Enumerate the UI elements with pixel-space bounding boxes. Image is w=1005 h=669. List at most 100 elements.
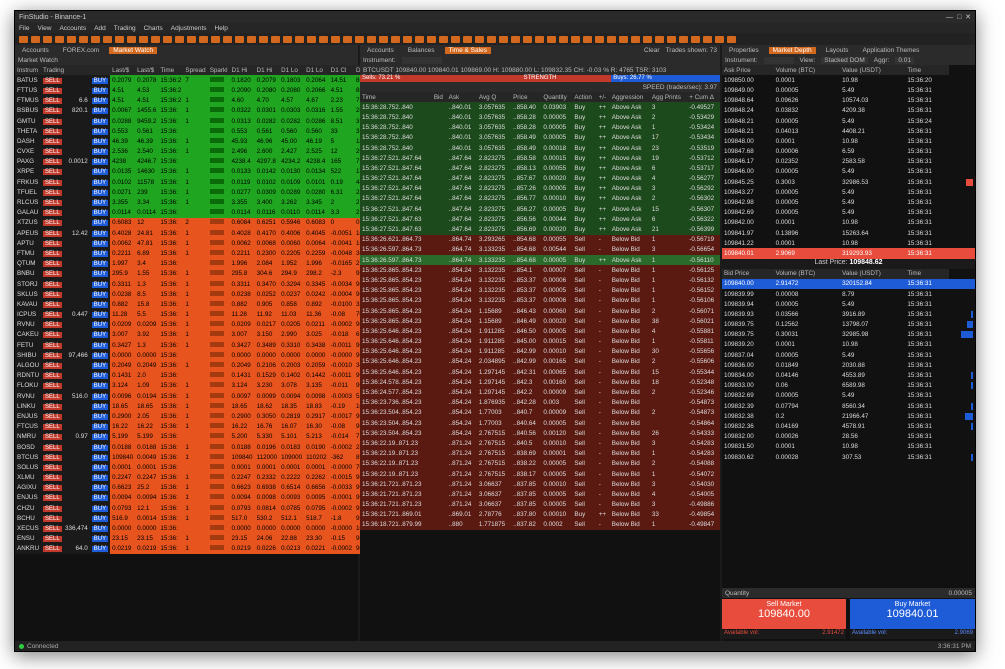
sell-button[interactable]: SELL: [43, 515, 62, 522]
table-row[interactable]: PAXG SELL 0.0012 BUY 4238 4246.7 15:36: 4238.4 4…: [15, 156, 394, 167]
table-row[interactable]: SHIBU SELL 97,466 BUY 0.0000 0.0000 15:36: 0.00…: [15, 350, 394, 361]
instrument-symbol[interactable]: FTTUS: [15, 85, 42, 96]
instrument-symbol[interactable]: STORJ: [15, 278, 42, 290]
buy-button[interactable]: BUY: [91, 281, 109, 288]
toolbar-tool-icon[interactable]: [559, 35, 568, 43]
sell-button[interactable]: SELL: [43, 332, 62, 339]
instrument-symbol[interactable]: FLOKU: [15, 380, 42, 391]
toolbar-tool-icon[interactable]: [139, 35, 148, 43]
table-row[interactable]: APEUS SELL 12.42 BUY 0.4028 24.81 15:36: 1 0.402…: [15, 228, 394, 239]
table-row[interactable]: ENJUS SELL BUY 0.2900 2.05 15:36: 1 0.2900 0.305…: [15, 411, 394, 422]
toolbar-tool-icon[interactable]: [523, 35, 532, 43]
instrument-symbol[interactable]: XRPE: [15, 166, 42, 178]
column-header[interactable]: [89, 65, 111, 76]
toolbar-tool-icon[interactable]: [463, 35, 472, 43]
instrument-symbol[interactable]: CHZU: [15, 503, 42, 514]
toolbar-tool-icon[interactable]: [79, 35, 88, 43]
column-header[interactable]: Time: [905, 65, 949, 76]
quantity-input[interactable]: 0.00005: [948, 589, 973, 597]
buy-button[interactable]: BUY: [91, 179, 109, 186]
toolbar-tool-icon[interactable]: [379, 35, 388, 43]
buy-button[interactable]: BUY: [91, 322, 109, 329]
order-book-row[interactable]: 109840.01 2.9069 319293.93 15:36:31: [722, 248, 975, 259]
instrument-symbol[interactable]: CAKEU: [15, 329, 42, 341]
instrument-symbol[interactable]: SKLUS: [15, 289, 42, 300]
buy-button[interactable]: BUY: [91, 169, 109, 176]
table-row[interactable]: CAKEU SELL BUY 3.007 3.92 15:36: 1 3.007 3.150 2.…: [15, 329, 394, 341]
toolbar-tool-icon[interactable]: [571, 35, 580, 43]
buy-button[interactable]: BUY: [91, 505, 109, 512]
instrument-symbol[interactable]: BSBUS: [15, 105, 42, 116]
table-row[interactable]: QTUM SELL BUY 1.997 3.4 15:36: 1.996 2.084 1.952…: [15, 258, 394, 269]
buy-button[interactable]: BUY: [91, 250, 109, 257]
order-book-row[interactable]: 109839.99 0.00008 8.79 15:36:31: [722, 289, 975, 299]
toolbar-tool-icon[interactable]: [643, 35, 652, 43]
instrument-symbol[interactable]: ALGOU: [15, 360, 42, 371]
quantity-value[interactable]: 0.0012: [68, 158, 88, 166]
column-header[interactable]: Instrum: [15, 65, 42, 76]
order-book-row[interactable]: 109848.24 0.03832 4209.38 15:36:31: [722, 106, 975, 116]
instrument-symbol[interactable]: BNBU: [15, 268, 42, 279]
sell-button[interactable]: SELL: [43, 464, 62, 471]
buy-button[interactable]: BUY: [91, 128, 109, 135]
tab-forex[interactable]: FOREX.com: [62, 46, 100, 54]
table-row[interactable]: BATUS SELL BUY 0.2079 0.2078 15:36:2 7 0.1820 0.…: [15, 75, 394, 86]
order-book-row[interactable]: 109848.21 0.04013 4408.21 15:36:31: [722, 126, 975, 136]
order-book-row[interactable]: 109839.93 0.03566 3916.89 15:36:31: [722, 309, 975, 319]
sell-button[interactable]: SELL: [43, 444, 62, 451]
buy-button[interactable]: BUY: [91, 393, 109, 400]
tab-accounts[interactable]: Accounts: [22, 46, 49, 54]
quantity-value[interactable]: 820.1: [71, 107, 88, 115]
instrument-symbol[interactable]: QTUM: [15, 258, 42, 269]
toolbar-tool-icon[interactable]: [403, 35, 412, 43]
sell-button[interactable]: SELL: [43, 312, 62, 319]
buy-button[interactable]: BUY: [91, 301, 109, 308]
toolbar-tool-icon[interactable]: [679, 35, 688, 43]
sell-button[interactable]: SELL: [43, 424, 62, 431]
view-select[interactable]: Stacked DOM: [821, 56, 868, 64]
sell-button[interactable]: SELL: [43, 220, 62, 227]
tab-properties[interactable]: Properties: [729, 46, 759, 54]
toolbar-tool-icon[interactable]: [415, 35, 424, 43]
order-book-row[interactable]: 109842.69 0.00005 5.49 15:36:31: [722, 208, 975, 218]
tab-layouts[interactable]: Layouts: [825, 46, 849, 54]
buy-button[interactable]: BUY: [91, 352, 109, 359]
buy-button[interactable]: BUY: [91, 332, 109, 339]
column-header[interactable]: Agg Prints: [649, 92, 688, 103]
order-book-row[interactable]: 109847.68 0.00006 6.59 15:36:31: [722, 147, 975, 157]
table-row[interactable]: RVNU SELL BUY 0.0209 0.0209 15:36: 1 0.0209 0.02…: [15, 319, 394, 330]
buy-button[interactable]: BUY: [91, 240, 109, 247]
table-row[interactable]: XLMU SELL BUY 0.2247 0.2247 15:36: 1 0.2247 0.23…: [15, 472, 394, 483]
table-row[interactable]: CVXE SELL BUY 2.536 2.540 15:36: 1 2.496 2.600 2.…: [15, 146, 394, 157]
buy-button[interactable]: BUY: [91, 118, 109, 125]
sell-button[interactable]: SELL: [43, 200, 62, 207]
sell-button[interactable]: SELL: [43, 322, 62, 329]
sell-button[interactable]: SELL: [43, 363, 62, 370]
sell-button[interactable]: SELL: [43, 271, 62, 278]
sell-button[interactable]: SELL: [43, 149, 62, 156]
toolbar-tool-icon[interactable]: [607, 35, 616, 43]
table-row[interactable]: SKLUS SELL BUY 0.0238 8.5 15:36: 1 0.0238 0.0252…: [15, 289, 394, 300]
column-header[interactable]: Ask: [446, 92, 477, 103]
order-book-row[interactable]: 109839.75 0.30031 32985.98 15:36:31: [722, 330, 975, 340]
table-row[interactable]: RLCUS SELL BUY 3.355 3.34 15:36: 1 3.355 3.400 3.…: [15, 197, 394, 208]
instrument-symbol[interactable]: GMTU: [15, 115, 42, 127]
column-header[interactable]: Ask Price: [722, 65, 774, 76]
tab-application-themes[interactable]: Application Themes: [862, 46, 920, 54]
instrument-symbol[interactable]: BOSD: [15, 441, 42, 453]
instrument-symbol[interactable]: RDNTU: [15, 370, 42, 381]
order-book-row[interactable]: 109842.98 0.00005 5.49 15:36:31: [722, 197, 975, 207]
instrument-symbol[interactable]: DASH: [15, 136, 42, 147]
sell-button[interactable]: SELL: [43, 434, 62, 441]
order-book-row[interactable]: 109833.00 0.06 6589.98 15:36:31: [722, 381, 975, 391]
buy-button[interactable]: BUY: [91, 485, 109, 492]
toolbar-tool-icon[interactable]: [31, 35, 40, 43]
instrument-symbol[interactable]: LINKU: [15, 401, 42, 412]
column-header[interactable]: Avg Q: [476, 92, 512, 103]
buy-button[interactable]: BUY: [91, 464, 109, 471]
order-book-row[interactable]: 109830.62 0.00028 307.53 15:36:31: [722, 452, 975, 462]
clear-button[interactable]: Clear: [644, 46, 660, 54]
column-header[interactable]: Trading: [41, 65, 90, 76]
sell-button[interactable]: SELL: [43, 536, 62, 543]
table-row[interactable]: FRKUS SELL BUY 0.0102 11578 15:36: 1 0.0119 0.01…: [15, 177, 394, 188]
